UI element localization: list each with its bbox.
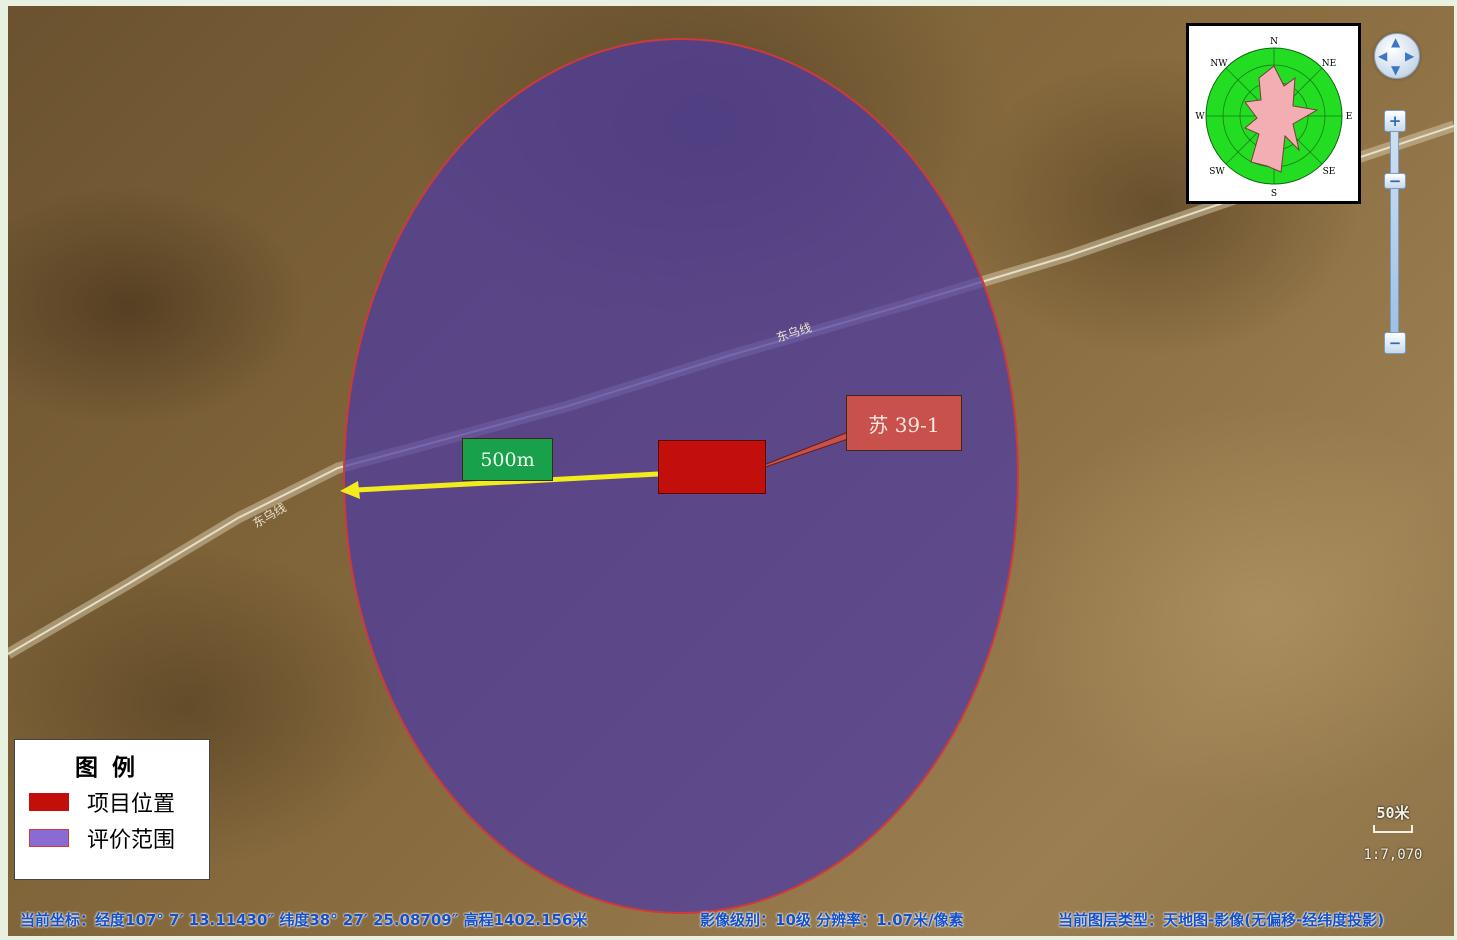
scale-bar-distance: 50米 bbox=[1376, 804, 1410, 822]
legend-label-project-location: 项目位置 bbox=[87, 792, 176, 817]
wind-rose: N NE E SE S SW W NW bbox=[1186, 23, 1361, 204]
scale-bar: 50米 1:7,070 bbox=[1358, 802, 1428, 882]
map-navigation-control: ▲ ▼ ◀ ▶ + − − bbox=[1374, 33, 1420, 363]
status-layer-type: 当前图层类型：天地图-影像(无偏移-经纬度投影) bbox=[1058, 910, 1385, 929]
status-imagery-level: 影像级别：10级 分辨率：1.07米/像素 bbox=[700, 910, 964, 929]
wind-rose-s: S bbox=[1271, 189, 1277, 199]
distance-label: 500m bbox=[462, 438, 553, 481]
scale-bar-line bbox=[1373, 825, 1413, 833]
legend-item-assessment-area: 评价范围 bbox=[29, 822, 175, 854]
pan-left-icon[interactable]: ◀ bbox=[1378, 49, 1388, 63]
legend-item-project-location: 项目位置 bbox=[29, 786, 175, 818]
wind-rose-n: N bbox=[1270, 37, 1278, 47]
pan-right-icon[interactable]: ▶ bbox=[1405, 49, 1415, 63]
wind-rose-w: W bbox=[1195, 112, 1205, 122]
satellite-map[interactable]: 东乌线 东乌线 500m 苏 39-1 N NE E SE S SW W bbox=[8, 6, 1454, 936]
legend-title: 图例 bbox=[75, 755, 149, 781]
status-coordinates: 当前坐标：经度107° 7′ 13.11430″ 纬度38° 27′ 25.08… bbox=[20, 910, 588, 929]
pan-up-icon[interactable]: ▲ bbox=[1391, 35, 1401, 49]
wind-rose-chart: N NE E SE S SW W NW bbox=[1195, 37, 1353, 199]
zoom-slider-track[interactable] bbox=[1390, 123, 1399, 337]
wind-rose-petals bbox=[1244, 65, 1319, 173]
wind-rose-nw: NW bbox=[1210, 59, 1228, 69]
wind-rose-sw: SW bbox=[1209, 167, 1225, 177]
zoom-in-button[interactable]: + bbox=[1384, 110, 1406, 132]
legend-swatch-project-location bbox=[29, 793, 69, 811]
legend-label-assessment-area: 评价范围 bbox=[87, 828, 176, 853]
zoom-out-button[interactable]: − bbox=[1384, 332, 1406, 354]
wind-rose-se: SE bbox=[1323, 167, 1336, 177]
legend-swatch-assessment-area bbox=[29, 829, 69, 847]
distance-arrow bbox=[340, 471, 659, 499]
project-location-marker bbox=[658, 440, 766, 494]
pan-down-icon[interactable]: ▼ bbox=[1391, 63, 1401, 77]
wind-rose-e: E bbox=[1346, 112, 1353, 122]
map-status-bar: 当前坐标：经度107° 7′ 13.11430″ 纬度38° 27′ 25.08… bbox=[8, 902, 1454, 936]
scale-bar-ratio: 1:7,070 bbox=[1363, 847, 1423, 863]
pan-arrows-icon[interactable]: ▲ ▼ ◀ ▶ bbox=[1374, 33, 1420, 79]
wind-rose-ne: NE bbox=[1322, 59, 1336, 69]
zoom-slider-handle[interactable]: − bbox=[1384, 173, 1406, 189]
map-legend: 图例 项目位置 评价范围 bbox=[14, 739, 210, 880]
site-callout-label: 苏 39-1 bbox=[846, 395, 962, 451]
